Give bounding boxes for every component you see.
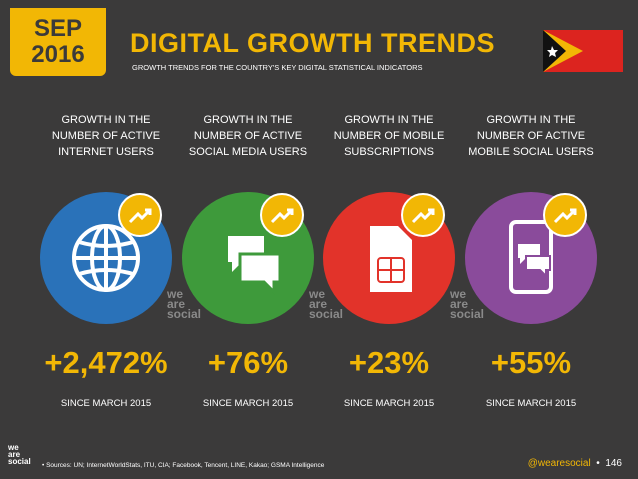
panel-since: SINCE MARCH 2015 — [343, 398, 435, 409]
panel-label: GROWTH IN THE NUMBER OF MOBILE SUBSCRIPT… — [333, 114, 445, 158]
watermark: we are social — [167, 287, 217, 321]
watermark-line: social — [309, 307, 344, 321]
page-number: 146 — [605, 458, 622, 469]
panel-label: GROWTH IN THE NUMBER OF ACTIVE MOBILE SO… — [468, 114, 594, 158]
title: DIGITAL GROWTH TRENDS — [130, 28, 495, 58]
subtitle: GROWTH TRENDS FOR THE COUNTRY'S KEY DIGI… — [132, 63, 423, 72]
panel-value: +55% — [490, 345, 572, 380]
panel-value: +76% — [207, 345, 289, 380]
separator: • — [593, 458, 603, 469]
watermark: we are social — [450, 287, 500, 321]
year: 2016 — [31, 41, 85, 68]
watermark-line: we — [309, 287, 326, 301]
panel-value: +23% — [348, 345, 430, 380]
date-box: SEP 2016 — [10, 8, 106, 76]
handle: @wearesocial — [527, 458, 591, 469]
footer-right: @wearesocial • 146 — [528, 458, 622, 469]
logo-line: social — [8, 457, 31, 466]
watermark: we are social — [309, 287, 359, 321]
watermark-line: are — [450, 297, 469, 311]
panel-since: SINCE MARCH 2015 — [485, 398, 577, 409]
month: SEP — [33, 15, 83, 42]
logo-line: we — [8, 443, 19, 452]
watermark-line: are — [167, 297, 186, 311]
panel-label: GROWTH IN THE NUMBER OF ACTIVE INTERNET … — [51, 114, 161, 158]
logo-line: are — [8, 450, 21, 459]
panel-since: SINCE MARCH 2015 — [202, 398, 294, 409]
flag — [543, 30, 623, 72]
logo: we are social — [8, 443, 38, 466]
panel-since: SINCE MARCH 2015 — [60, 398, 152, 409]
sources: • Sources: UN; InternetWorldStats, ITU, … — [42, 462, 325, 469]
panel-label: GROWTH IN THE NUMBER OF ACTIVE SOCIAL ME… — [188, 114, 308, 158]
watermark-line: social — [450, 307, 485, 321]
panel-value: +2,472% — [44, 345, 168, 380]
watermark-line: are — [309, 297, 328, 311]
watermark-line: social — [167, 307, 202, 321]
badge-arrows — [128, 208, 577, 224]
watermark-line: we — [450, 287, 467, 301]
watermark-line: we — [167, 287, 184, 301]
